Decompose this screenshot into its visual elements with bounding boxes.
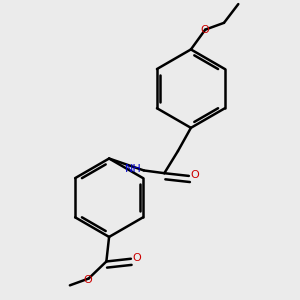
Text: O: O bbox=[83, 275, 92, 285]
Text: O: O bbox=[201, 25, 210, 35]
Text: NH: NH bbox=[124, 164, 141, 174]
Text: O: O bbox=[133, 253, 141, 263]
Text: O: O bbox=[190, 170, 200, 180]
